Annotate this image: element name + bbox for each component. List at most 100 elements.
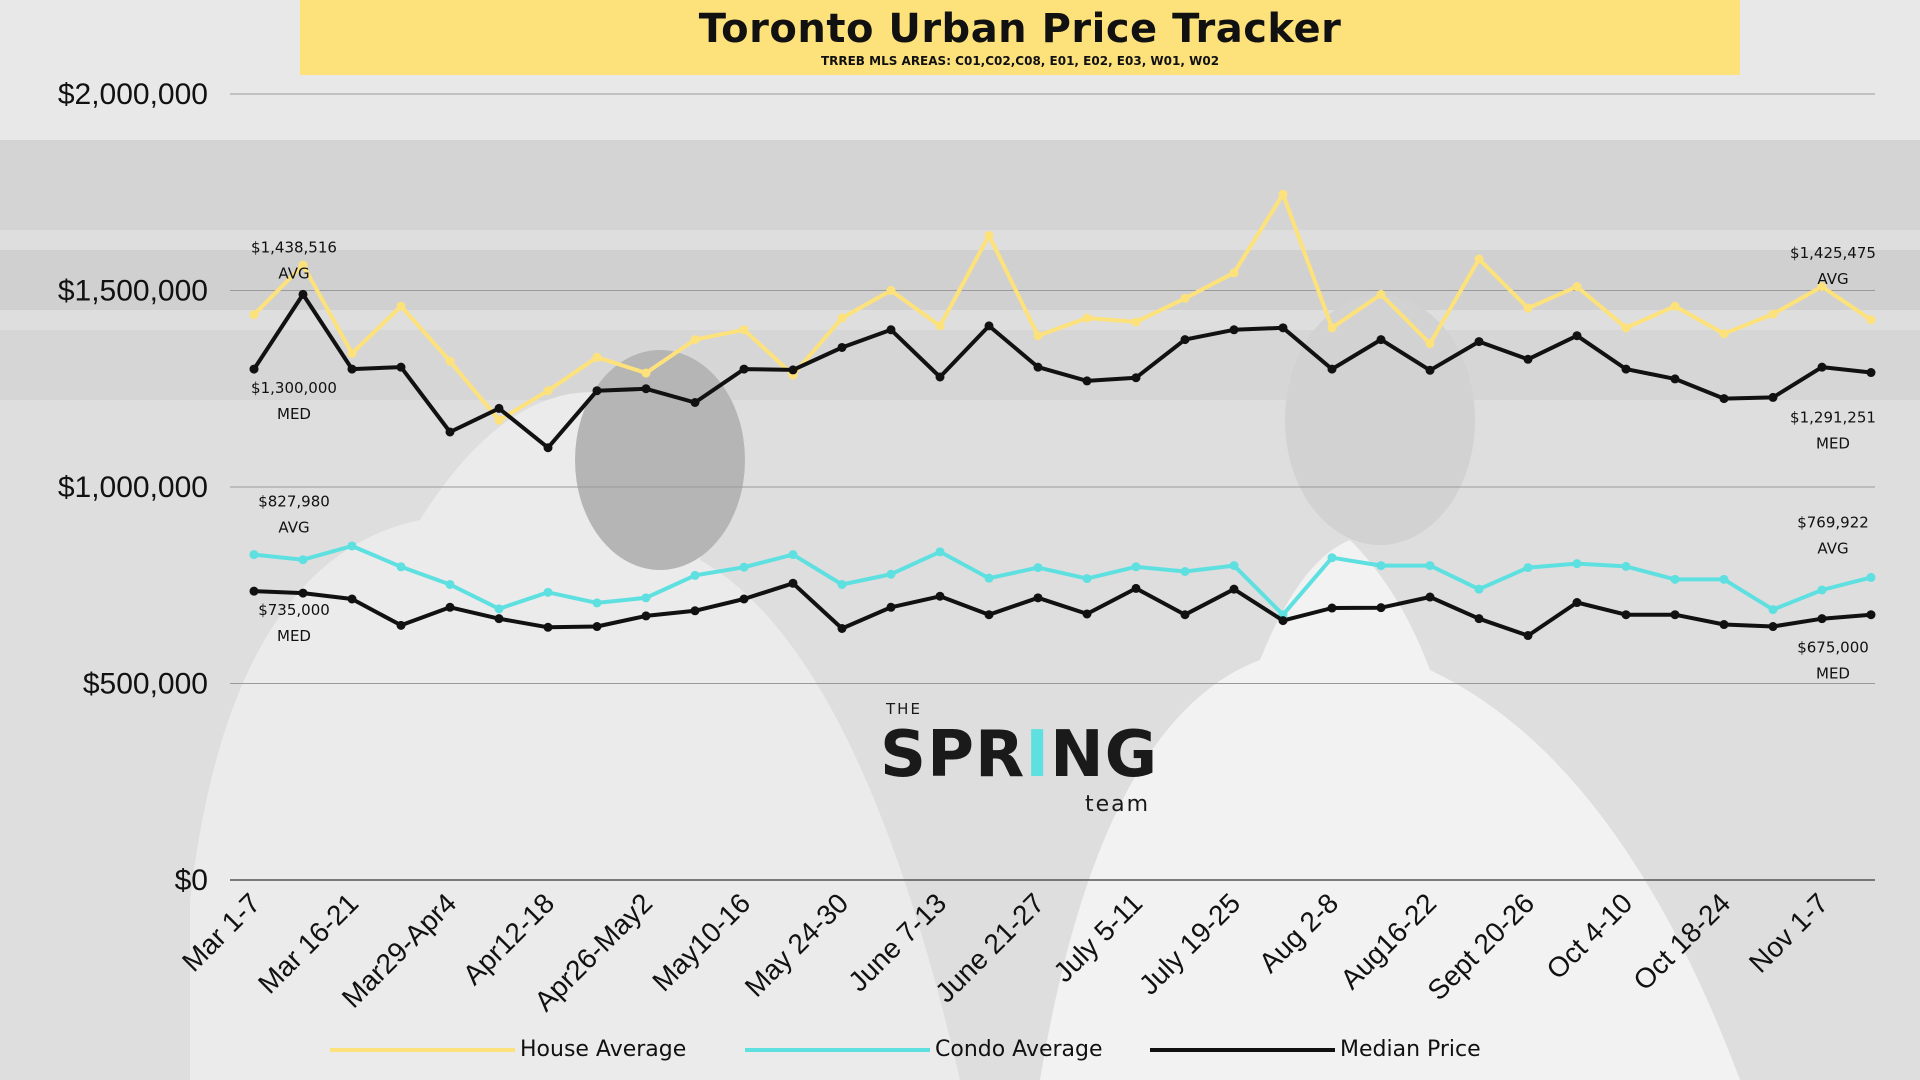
data-point [886, 602, 896, 612]
annotation-value: $769,922 [1797, 513, 1869, 531]
series-line [253, 581, 1872, 638]
data-point [1670, 301, 1680, 311]
x-tick-label: Aug 2-8 [1253, 887, 1344, 978]
annotation-tag: AVG [278, 519, 309, 537]
data-point [1278, 616, 1288, 626]
data-point [984, 610, 994, 620]
data-point [641, 611, 651, 621]
x-tick-label: July 5-11 [1047, 887, 1148, 988]
data-point [641, 593, 651, 603]
chart-subtitle: TRREB MLS AREAS: C01,C02,C08, E01, E02, … [820, 54, 1220, 68]
data-point [1425, 592, 1435, 602]
data-point [1131, 562, 1141, 572]
data-point [788, 365, 798, 375]
data-point [1376, 561, 1386, 571]
annotation-tag: AVG [1817, 270, 1848, 288]
data-point [1278, 189, 1288, 199]
logo-the: THE [886, 700, 922, 718]
data-point [1621, 364, 1631, 374]
data-point [1866, 368, 1876, 378]
data-point [1033, 362, 1043, 372]
legend-swatch-condo [745, 1048, 930, 1052]
data-point [984, 573, 994, 583]
data-point [494, 614, 504, 624]
data-point [1523, 631, 1533, 641]
data-point [1523, 563, 1533, 573]
data-point [298, 289, 308, 299]
x-tick-label: Mar 1-7 [176, 887, 266, 977]
data-point [1572, 598, 1582, 608]
legend-swatch-house [330, 1048, 515, 1052]
data-point [592, 598, 602, 608]
data-point [641, 384, 651, 394]
data-point [1621, 561, 1631, 571]
data-point [543, 587, 553, 597]
data-point [543, 622, 553, 632]
annotation-tag: AVG [278, 265, 309, 283]
title-banner: Toronto Urban Price Tracker TRREB MLS AR… [300, 0, 1740, 75]
data-point [1474, 337, 1484, 347]
data-point [886, 325, 896, 335]
data-point [494, 403, 504, 413]
data-point [690, 335, 700, 345]
annotation-value: $735,000 [258, 601, 330, 619]
spring-team-logo: THE SPRING team [880, 700, 1180, 820]
x-tick-label: May 24-30 [739, 887, 854, 1002]
data-point [1621, 610, 1631, 620]
data-point [1817, 614, 1827, 624]
data-point [1229, 584, 1239, 594]
data-point [1278, 323, 1288, 333]
data-point [1229, 561, 1239, 571]
data-point [1670, 610, 1680, 620]
data-point [788, 550, 798, 560]
data-point [1425, 365, 1435, 375]
data-point [837, 342, 847, 352]
data-point [1082, 574, 1092, 584]
data-point [1229, 325, 1239, 335]
data-point [1719, 620, 1729, 630]
data-point [1131, 583, 1141, 593]
data-point [1082, 376, 1092, 386]
data-point [1768, 605, 1778, 615]
data-point [690, 570, 700, 580]
data-point [1033, 563, 1043, 573]
data-point [1327, 553, 1337, 563]
y-tick-label: $1,000,000 [58, 471, 208, 504]
series-line [252, 292, 1872, 450]
data-point [1327, 364, 1337, 374]
data-point [1866, 315, 1876, 325]
data-point [494, 415, 504, 425]
data-point [1180, 335, 1190, 345]
data-point [935, 321, 945, 331]
data-point [249, 310, 259, 320]
data-point [1180, 566, 1190, 576]
data-point [1376, 289, 1386, 299]
data-point [1474, 614, 1484, 624]
data-point [347, 348, 357, 358]
annotation-tag: MED [277, 405, 311, 423]
data-point [739, 594, 749, 604]
data-point [1866, 572, 1876, 582]
data-point [1425, 339, 1435, 349]
data-point [347, 364, 357, 374]
data-point [249, 364, 259, 374]
data-point [1082, 609, 1092, 619]
data-point [494, 604, 504, 614]
data-point [1572, 331, 1582, 341]
data-point [1768, 622, 1778, 632]
x-tick-label: July 19-25 [1133, 887, 1246, 1000]
annotation-value: $1,291,251 [1790, 409, 1876, 427]
data-point [1327, 603, 1337, 613]
chart-title: Toronto Urban Price Tracker [698, 6, 1342, 52]
data-point [1376, 603, 1386, 613]
x-tick-label: Apr12-18 [457, 887, 560, 990]
data-point [739, 325, 749, 335]
data-point [1670, 574, 1680, 584]
data-point [592, 622, 602, 632]
data-point [543, 443, 553, 453]
data-point [641, 368, 651, 378]
legend-label-median: Median Price [1340, 1037, 1481, 1062]
chart-legend: House Average Condo Average Median Price [330, 1035, 1630, 1065]
